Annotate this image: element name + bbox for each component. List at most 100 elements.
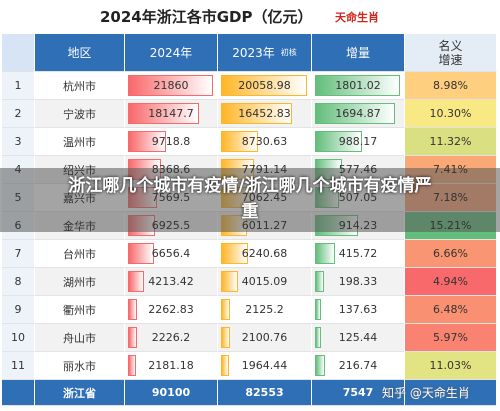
header-cell [2, 34, 35, 72]
cell-text: 温州市 [63, 135, 96, 149]
cell-text: 4 [14, 163, 22, 176]
data-bar [221, 103, 292, 124]
table-cell: 3 [2, 128, 35, 156]
total-cell: 7547 [312, 380, 405, 406]
table-cell: 2181.18 [125, 352, 218, 380]
table-cell: 216.74 [312, 352, 405, 380]
data-bar [315, 75, 400, 96]
brand: 天命生肖 [335, 11, 379, 24]
data-bar [221, 75, 307, 96]
header-text: 2024年 [149, 45, 193, 60]
cell-text: 6011.27 [241, 219, 288, 232]
table-cell: 415.72 [312, 240, 405, 268]
overlay-text: 浙江哪几个城市有疫情/浙江哪几个城市有疫情严重 [68, 176, 432, 222]
table-cell: 6.48% [405, 296, 497, 324]
table-cell: 9 [2, 296, 35, 324]
data-bar [128, 299, 137, 320]
cell-text: 10.30% [429, 107, 472, 120]
table-cell: 1801.02 [312, 72, 405, 100]
table-cell: 4.94% [405, 268, 497, 296]
cell-text: 16452.83 [238, 107, 291, 120]
table-cell: 20058.98 [218, 72, 312, 100]
cell-text: 988.17 [338, 135, 378, 148]
table-cell: 2262.83 [125, 296, 218, 324]
cell-text: 丽水市 [63, 359, 96, 373]
cell-text: 3 [14, 135, 22, 148]
header-text: 2023年 [232, 45, 275, 60]
cell-text: 金华市 [63, 219, 96, 233]
cell-text: 18147.7 [148, 107, 194, 120]
data-bar [315, 355, 326, 376]
cell-text: 5 [14, 191, 22, 204]
data-bar [128, 75, 213, 96]
cell-text: 9 [14, 303, 22, 316]
data-bar [128, 327, 137, 348]
table-cell: 7 [2, 240, 35, 268]
table-cell: 8 [2, 268, 35, 296]
data-bar [128, 103, 199, 124]
cell-text: 湖州市 [63, 275, 96, 289]
cell-text: 7791.14 [241, 163, 288, 176]
data-bar [315, 243, 335, 264]
data-bar [128, 243, 154, 264]
table-cell: 4015.09 [218, 268, 312, 296]
cell-text: 198.33 [338, 275, 378, 288]
total-text: 82553 [245, 386, 284, 399]
cell-text: 衢州市 [63, 303, 96, 317]
cell-text: 7.18% [433, 191, 468, 204]
cell-text: 6 [14, 219, 22, 232]
cell-text: 2125.2 [245, 303, 284, 316]
header-note: 初核 [280, 47, 297, 57]
overlay-band [0, 168, 500, 232]
table-cell: 10 [2, 324, 35, 352]
header-cell: 地区 [35, 34, 125, 72]
cell-text: 8368.6 [151, 163, 191, 176]
data-bar [315, 271, 325, 292]
table-cell: 1 [2, 72, 35, 100]
table-cell: 2125.2 [218, 296, 312, 324]
cell-text: 嘉兴市 [63, 191, 96, 205]
cell-text: 台州市 [63, 247, 96, 261]
data-bar [128, 131, 166, 152]
cell-text: 7 [14, 247, 22, 260]
cell-text: 21860 [153, 79, 189, 92]
header-cell: 名义 增速 [405, 34, 497, 72]
cell-text: 5.97% [433, 331, 468, 344]
cell-text: 2226.2 [151, 331, 191, 344]
table-cell: 舟山市 [35, 324, 125, 352]
cell-text: 11 [11, 359, 25, 372]
table-cell: 温州市 [35, 128, 125, 156]
cell-text: 绍兴市 [63, 163, 96, 177]
cell-text: 125.44 [338, 331, 378, 344]
cell-text: 216.74 [338, 359, 378, 372]
cell-text: 6240.68 [241, 247, 288, 260]
cell-text: 4213.42 [148, 275, 194, 288]
table-cell: 6.66% [405, 240, 497, 268]
table-cell: 5.97% [405, 324, 497, 352]
cell-text: 137.63 [338, 303, 378, 316]
cell-text: 914.23 [338, 219, 378, 232]
cell-text: 10 [11, 331, 25, 344]
data-bar [315, 299, 322, 320]
table-cell: 18147.7 [125, 100, 218, 128]
table-cell: 台州市 [35, 240, 125, 268]
cell-text: 2262.83 [148, 303, 194, 316]
watermark: 知乎 @天命生肖 [382, 386, 470, 400]
table-cell: 4213.42 [125, 268, 218, 296]
header-text: 增量 [345, 45, 370, 60]
cell-text: 7062.45 [241, 191, 288, 204]
cell-text: 8730.63 [241, 135, 288, 148]
cell-text: 4.94% [433, 275, 468, 288]
total-cell [405, 380, 497, 406]
table-cell: 137.63 [312, 296, 405, 324]
cell-text: 1 [14, 79, 22, 92]
cell-text: 8 [14, 275, 22, 288]
table-cell: 丽水市 [35, 352, 125, 380]
table-cell: 11 [2, 352, 35, 380]
table-cell: 125.44 [312, 324, 405, 352]
total-cell: 浙江省 [35, 380, 125, 406]
cell-text: 2181.18 [148, 359, 194, 372]
total-text: 7547 [342, 386, 374, 399]
table-cell: 湖州市 [35, 268, 125, 296]
